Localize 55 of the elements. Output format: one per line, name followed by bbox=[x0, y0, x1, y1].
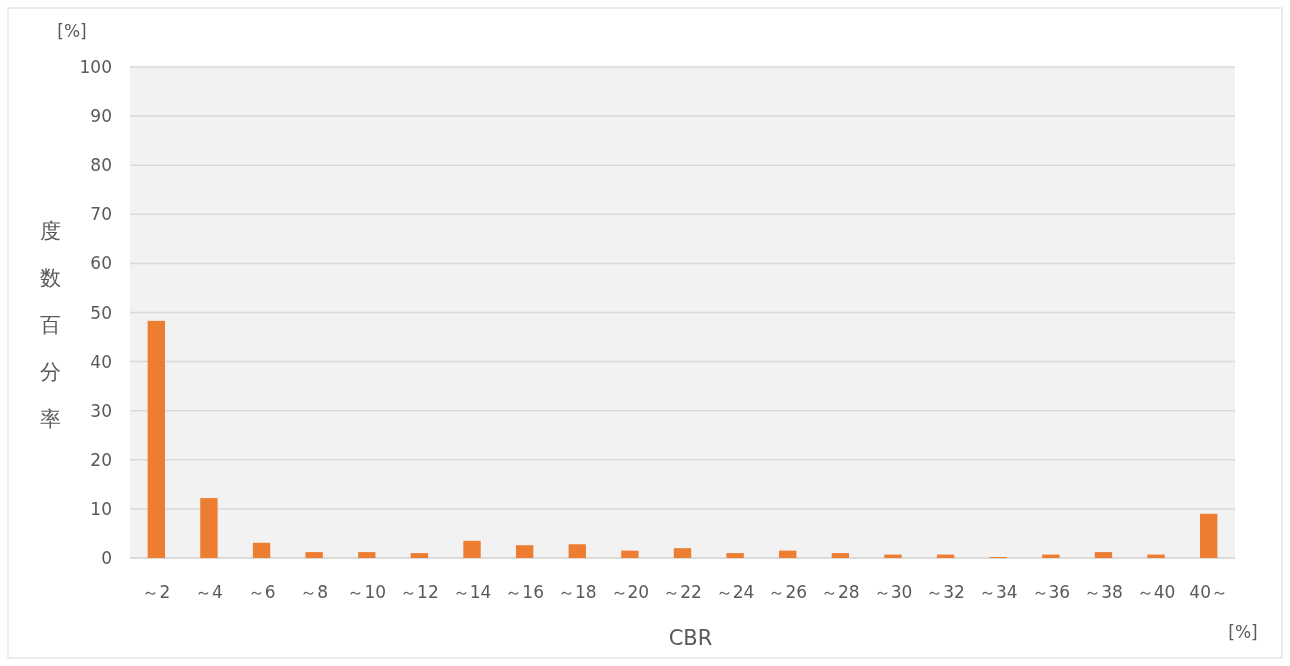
bar bbox=[1042, 554, 1060, 558]
bar bbox=[884, 554, 902, 558]
y-tick-label: 20 bbox=[90, 449, 112, 470]
x-tick-label: ～8 bbox=[300, 582, 329, 602]
bar bbox=[358, 552, 376, 558]
x-tick-label: ～22 bbox=[663, 582, 702, 602]
bar bbox=[410, 553, 429, 558]
y-tick-label: 100 bbox=[79, 57, 112, 77]
x-tick-label: ～16 bbox=[505, 582, 544, 602]
y-tick-label: 40 bbox=[90, 351, 112, 372]
x-tick-label: ～34 bbox=[978, 582, 1018, 602]
y-tick-label: 0 bbox=[101, 548, 112, 568]
x-tick-label: ～10 bbox=[347, 582, 387, 602]
bar bbox=[463, 540, 481, 558]
x-tick-label: ～38 bbox=[1084, 582, 1123, 602]
bar bbox=[673, 548, 692, 558]
bar bbox=[1147, 554, 1165, 558]
bar bbox=[1200, 513, 1218, 558]
bar bbox=[147, 320, 165, 558]
x-tick-label: ～18 bbox=[557, 582, 597, 602]
text: [%] bbox=[57, 21, 87, 41]
x-tick-label: ～30 bbox=[873, 582, 913, 602]
bar bbox=[568, 544, 586, 558]
x-tick-label: ～24 bbox=[715, 582, 755, 602]
bar bbox=[621, 550, 639, 558]
x-tick-label: ～28 bbox=[821, 582, 860, 602]
x-tick-label: ～40 bbox=[1136, 582, 1176, 602]
x-tick-label: ～32 bbox=[926, 582, 965, 602]
y-tick-label: 70 bbox=[90, 204, 112, 225]
bar bbox=[726, 553, 744, 558]
y-tick-label: 50 bbox=[90, 302, 112, 323]
bar bbox=[515, 545, 534, 558]
bar bbox=[200, 498, 218, 558]
y-axis-title: 度数百分率 bbox=[39, 219, 61, 431]
bar bbox=[831, 553, 850, 558]
y-tick-label: 10 bbox=[90, 498, 112, 519]
bar bbox=[1094, 552, 1113, 558]
x-tick-label: ～2 bbox=[142, 582, 171, 602]
text: [%] bbox=[1228, 622, 1258, 642]
y-tick-label: 60 bbox=[90, 253, 112, 274]
x-tick-label: 40～ bbox=[1189, 582, 1229, 602]
x-tick-label: ～12 bbox=[400, 582, 439, 602]
y-tick-label: 80 bbox=[90, 155, 112, 176]
x-tick-label: ～26 bbox=[768, 582, 808, 602]
y-tick-label: 30 bbox=[90, 400, 112, 421]
x-tick-label: ～20 bbox=[610, 582, 650, 602]
x-tick-label: ～6 bbox=[247, 582, 276, 602]
x-tick-label: ～36 bbox=[1031, 582, 1071, 602]
bar bbox=[305, 552, 323, 558]
bar bbox=[252, 542, 271, 558]
x-tick-label: ～14 bbox=[452, 582, 492, 602]
x-axis-title: CBR bbox=[668, 626, 713, 650]
x-tick-label: ～4 bbox=[195, 582, 223, 602]
y-tick-label: 90 bbox=[90, 106, 112, 127]
bar bbox=[779, 550, 797, 558]
